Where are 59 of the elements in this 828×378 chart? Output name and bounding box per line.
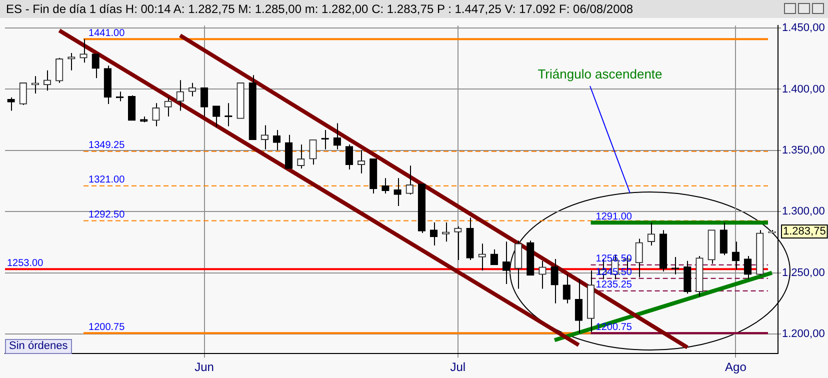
candlestick xyxy=(92,53,100,79)
candlestick xyxy=(31,76,40,94)
candlestick xyxy=(647,222,656,246)
candlestick xyxy=(502,241,510,284)
ref-line-label: 1253.00 xyxy=(7,258,44,269)
candlestick xyxy=(744,256,752,280)
x-tick-label: Ago xyxy=(725,360,747,374)
ref-line-label: 1292.50 xyxy=(88,210,126,221)
ref-line-label: 1441.00 xyxy=(88,28,126,39)
y-tick-label: 1.200,00 xyxy=(782,328,825,340)
candlestick xyxy=(200,87,208,118)
annotation: Triángulo ascendente xyxy=(538,66,662,82)
candlestick xyxy=(550,258,558,304)
ref-line-label: 1235.25 xyxy=(596,280,632,291)
candlestick xyxy=(635,238,643,278)
candlestick xyxy=(357,150,366,174)
candlestick xyxy=(272,129,281,151)
candlestick xyxy=(562,274,570,304)
candlestick xyxy=(176,80,184,112)
y-tick-label: 1.300,00 xyxy=(782,206,825,218)
candlestick xyxy=(720,222,728,256)
candlestick xyxy=(574,278,583,334)
candlestick xyxy=(382,178,390,194)
y-tick-label: 1.450,00 xyxy=(782,22,825,34)
candlestick xyxy=(333,122,341,150)
ref-line-label: 1349.25 xyxy=(88,140,126,152)
candlestick xyxy=(454,226,462,260)
text: 1.283,75 xyxy=(783,226,826,238)
candlestick xyxy=(394,178,402,206)
ref-line-label: 1291.00 xyxy=(596,211,632,222)
candlestick xyxy=(684,260,692,294)
candlestick xyxy=(478,243,486,271)
candlestick xyxy=(345,144,354,170)
candlestick xyxy=(80,38,88,64)
candlestick xyxy=(297,144,305,170)
annotation: Sin órdenes xyxy=(5,339,72,354)
candlestick xyxy=(19,82,27,106)
candlestick xyxy=(442,222,450,242)
ref-line-label: 1321.00 xyxy=(88,174,126,186)
y-tick-label: 1.400,00 xyxy=(782,83,825,96)
ref-line-label: 1200.75 xyxy=(88,322,126,333)
candlestick xyxy=(128,94,136,121)
candlestick xyxy=(538,260,546,290)
ref-line-label: 1200.75 xyxy=(596,322,632,333)
candlestick xyxy=(164,96,172,118)
candlestick xyxy=(309,139,317,166)
x-tick-label: Jun xyxy=(194,360,214,374)
candlestick xyxy=(7,96,15,112)
candlestick xyxy=(188,82,196,97)
candlestick xyxy=(514,240,522,290)
candlestick xyxy=(260,124,269,150)
candlestick xyxy=(43,70,52,92)
candlestick xyxy=(406,165,414,195)
candlestick xyxy=(152,102,160,127)
chart-title: ES - Fin de día 1 días H: 00:14 A: 1.282,75 M: 1.285,00 m: 1.282,00 C: 1.283,75 P : 1.447,25 V: 17.092 F: 06/08/2008 xyxy=(5,2,634,16)
candlestick xyxy=(430,222,438,246)
x-tick-label: Jul xyxy=(450,360,466,374)
candlestick xyxy=(56,57,64,84)
y-tick-label: 1.350,00 xyxy=(782,144,825,156)
